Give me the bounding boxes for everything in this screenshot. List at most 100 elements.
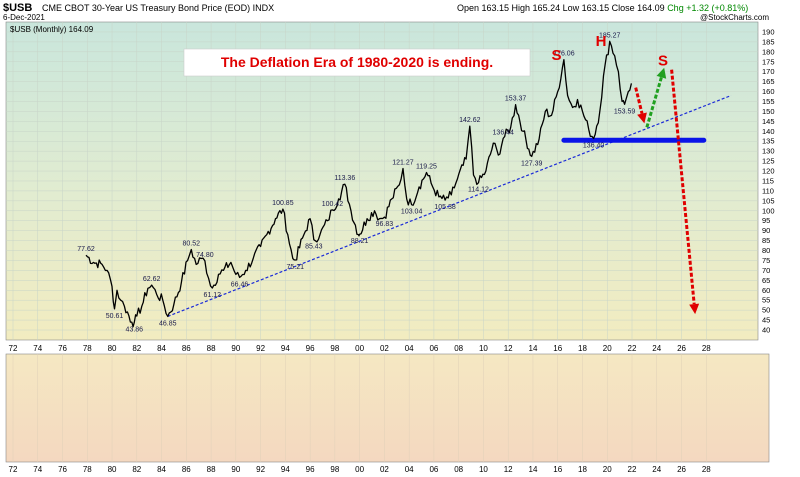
y-tick-label: 120 [762,167,775,176]
y-tick-label: 75 [762,256,770,265]
x-tick-label-lower: 06 [429,465,438,474]
x-tick-label: 88 [207,344,216,353]
ohlc-text: Open 163.15 High 165.24 Low 163.15 Close… [457,3,665,13]
x-tick-label: 76 [58,344,67,353]
y-tick-label: 175 [762,57,775,66]
forecast-arrow [670,69,696,305]
data-label: 43.86 [126,326,144,333]
y-tick-label: 115 [762,176,774,185]
y-tick-label: 65 [762,276,770,285]
x-tick-label-lower: 16 [553,465,562,474]
x-tick-label: 00 [355,344,364,353]
x-tick-label: 12 [504,344,513,353]
y-tick-label: 110 [762,186,774,195]
lower-panel [5,353,770,463]
data-label: 66.46 [231,281,249,288]
data-label: 142.62 [459,117,481,124]
x-tick-label-lower: 78 [83,465,92,474]
symbol: $USB [3,2,33,14]
x-tick-label-lower: 98 [330,465,339,474]
data-label: 50.61 [106,313,124,320]
y-tick-label: 90 [762,226,770,235]
x-tick-label-lower: 88 [207,465,216,474]
x-tick-label-lower: 28 [702,465,711,474]
data-label: 114.12 [468,187,489,194]
y-tick-label: 165 [762,77,775,86]
y-tick-label: 40 [762,326,770,335]
y-tick-label: 185 [762,37,775,46]
price-line [85,40,633,328]
data-label: 185.27 [599,32,621,39]
x-tick-label-lower: 84 [157,465,166,474]
x-tick-label: 22 [628,344,637,353]
x-tick-label-lower: 96 [306,465,315,474]
y-tick-label: 160 [762,87,775,96]
data-label: 85.43 [305,244,323,251]
y-tick-label: 60 [762,286,770,295]
pattern-letter: S [658,53,668,70]
y-tick-label: 125 [762,157,775,166]
x-tick-label: 82 [132,344,141,353]
data-label: 75.21 [286,264,304,271]
forecast-arrowhead [689,303,700,315]
data-label: 88.21 [351,238,369,245]
x-tick-label-lower: 72 [9,465,18,474]
data-label: 113.36 [334,175,355,182]
forecast-arrow [645,76,663,128]
x-tick-label-lower: 12 [504,465,513,474]
x-tick-label-lower: 04 [405,465,414,474]
y-tick-label: 100 [762,206,775,215]
x-tick-label-lower: 14 [529,465,538,474]
x-tick-label-lower: 00 [355,465,364,474]
data-label: 46.85 [159,320,177,327]
x-tick-label: 16 [553,344,562,353]
x-tick-label: 10 [479,344,488,353]
data-label: 119.25 [416,164,437,171]
x-tick-label: 84 [157,344,166,353]
x-tick-label-lower: 26 [677,465,686,474]
change-value: Chg +1.32 (+0.81%) [667,3,749,13]
forecast-arrowhead [656,67,667,79]
x-tick-label: 92 [256,344,265,353]
x-tick-label: 26 [677,344,686,353]
support-trendline [167,94,732,317]
x-tick-label-lower: 08 [454,465,463,474]
data-label: 136.40 [583,142,605,149]
y-tick-label: 135 [762,137,775,146]
chart-title: $USB (Monthly) 164.09 [10,25,94,34]
y-tick-label: 145 [762,117,775,126]
data-label: 80.52 [183,240,201,247]
x-tick-label: 20 [603,344,612,353]
y-tick-label: 155 [762,97,775,106]
x-tick-label: 90 [231,344,240,353]
y-tick-label: 130 [762,147,775,156]
data-label: 136.44 [493,129,515,136]
x-tick-label-lower: 02 [380,465,389,474]
data-label: 74.80 [196,252,214,259]
x-tick-label-lower: 90 [231,465,240,474]
data-label: 61.12 [204,292,222,299]
x-tick-label: 28 [702,344,711,353]
date: 6-Dec-2021 [3,13,45,22]
x-tick-label-lower: 24 [652,465,661,474]
data-label: 103.04 [401,209,423,216]
data-label: 127.39 [521,160,543,167]
x-tick-label-lower: 10 [479,465,488,474]
data-label: 62.62 [143,276,161,283]
y-tick-label: 80 [762,246,770,255]
x-tick-label: 96 [306,344,315,353]
x-tick-label: 14 [529,344,538,353]
y-tick-label: 85 [762,236,770,245]
x-tick-label: 04 [405,344,414,353]
x-tick-label-lower: 18 [578,465,587,474]
description: CME CBOT 30-Year US Treasury Bond Price … [42,3,275,13]
x-tick-label: 98 [330,344,339,353]
data-label: 77.62 [77,246,95,253]
y-tick-label: 180 [762,47,775,56]
x-tick-label: 24 [652,344,661,353]
data-label: 105.38 [434,204,456,211]
x-tick-label-lower: 86 [182,465,191,474]
data-label: 153.59 [614,108,636,115]
x-tick-label: 08 [454,344,463,353]
